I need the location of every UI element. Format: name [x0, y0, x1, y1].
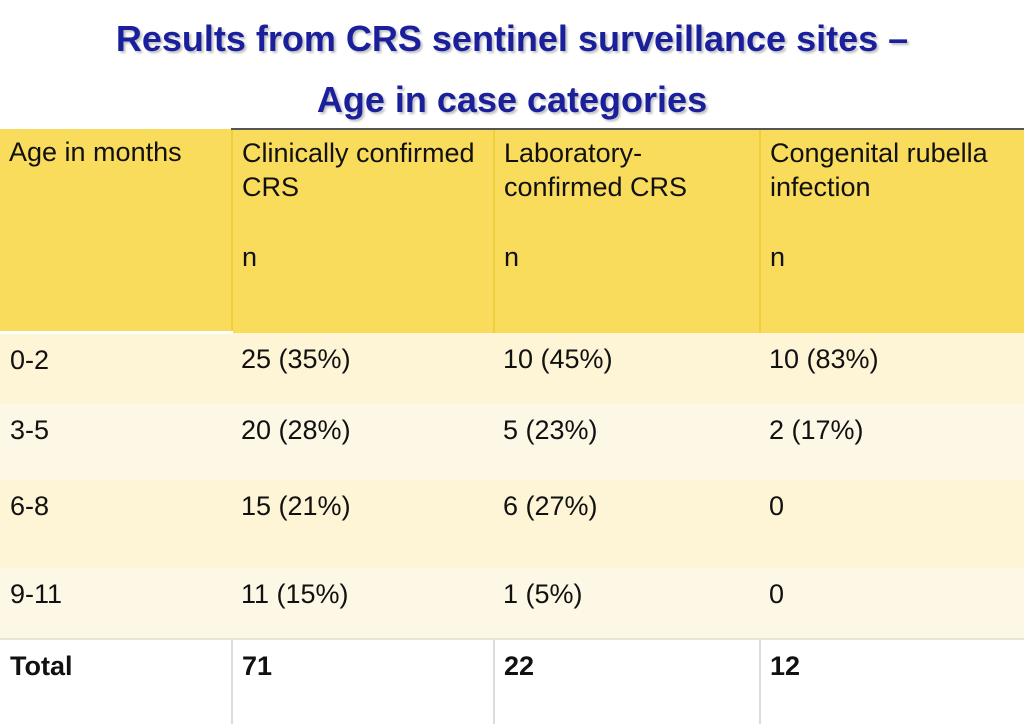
clinical-cell: 11 (15%)	[232, 568, 494, 639]
header-n-label: n	[504, 242, 520, 272]
total-clinical-cell: 71	[231, 638, 494, 724]
header-n-label: n	[242, 242, 258, 272]
title-line-2: Age in case categories	[316, 79, 708, 120]
total-label-cell: Total	[0, 638, 232, 724]
total-laboratory-cell: 22	[493, 638, 760, 724]
total-row: Total 71 22 12	[0, 638, 1024, 724]
header-age-in-months: Age in months	[0, 129, 232, 334]
header-laboratory-confirmed: Laboratory-confirmed CRS n	[493, 128, 760, 333]
header-congenital-rubella: Congenital rubella infection n	[759, 128, 1024, 333]
table-row: 6-8 15 (21%) 6 (27%) 0	[0, 480, 1024, 568]
total-congenital-cell: 12	[759, 638, 1024, 724]
age-cell: 6-8	[0, 480, 232, 568]
clinical-cell: 15 (21%)	[232, 480, 494, 568]
table-row: 0-2 25 (35%) 10 (45%) 10 (83%)	[0, 332, 1024, 404]
congenital-cell: 0	[760, 568, 1024, 639]
header-clinically-confirmed: Clinically confirmed CRS n	[231, 128, 494, 333]
header-label: Clinically confirmed CRS	[242, 138, 475, 202]
title-line-1: Results from CRS sentinel surveillance s…	[115, 18, 909, 59]
congenital-cell: 0	[760, 480, 1024, 568]
laboratory-cell: 10 (45%)	[494, 332, 760, 404]
table-header-row: Age in months Clinically confirmed CRS n…	[0, 128, 1024, 334]
table-row: 9-11 11 (15%) 1 (5%) 0	[0, 568, 1024, 639]
congenital-cell: 10 (83%)	[760, 332, 1024, 404]
age-case-table: Age in months Clinically confirmed CRS n…	[0, 128, 1024, 724]
laboratory-cell: 5 (23%)	[494, 404, 760, 480]
age-cell: 3-5	[0, 404, 232, 480]
clinical-cell: 20 (28%)	[232, 404, 494, 480]
congenital-cell: 2 (17%)	[760, 404, 1024, 480]
header-label: Laboratory-confirmed CRS	[504, 138, 688, 202]
slide-title: Results from CRS sentinel surveillance s…	[0, 8, 1024, 130]
table-row: 3-5 20 (28%) 5 (23%) 2 (17%)	[0, 404, 1024, 480]
laboratory-cell: 1 (5%)	[494, 568, 760, 639]
age-cell: 9-11	[0, 568, 232, 639]
age-cell: 0-2	[0, 332, 232, 404]
header-label: Congenital rubella infection	[770, 138, 988, 202]
laboratory-cell: 6 (27%)	[494, 480, 760, 568]
header-label: Age in months	[9, 137, 182, 167]
clinical-cell: 25 (35%)	[232, 332, 494, 404]
header-n-label: n	[770, 242, 786, 272]
